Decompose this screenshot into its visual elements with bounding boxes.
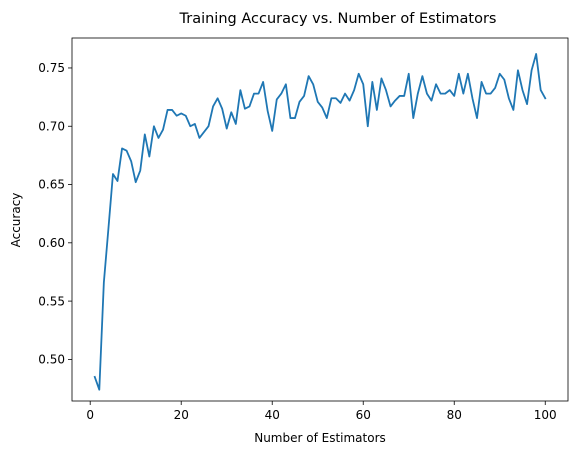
x-tick-label: 40 — [265, 408, 280, 422]
chart-title: Training Accuracy vs. Number of Estimato… — [179, 11, 497, 27]
x-tick-label: 0 — [86, 408, 94, 422]
x-tick-label: 100 — [534, 408, 557, 422]
y-tick-label: 0.55 — [38, 294, 65, 308]
x-axis: 0 20 40 60 80 100 — [86, 401, 557, 422]
x-tick-label: 80 — [447, 408, 462, 422]
y-axis: 0.50 0.55 0.60 0.65 0.70 0.75 — [38, 61, 72, 367]
y-tick-label: 0.70 — [38, 119, 65, 133]
plot-frame — [71, 37, 569, 402]
y-tick-label: 0.75 — [38, 61, 65, 75]
y-axis-label: Accuracy — [9, 193, 23, 248]
y-tick-label: 0.65 — [38, 178, 65, 192]
series-layer — [93, 53, 547, 391]
series-line — [93, 53, 547, 391]
plot-area — [71, 37, 569, 402]
x-tick-label: 20 — [174, 408, 189, 422]
x-axis-label: Number of Estimators — [254, 431, 386, 445]
y-tick-label: 0.60 — [38, 236, 65, 250]
x-tick-label: 60 — [356, 408, 371, 422]
y-tick-label: 0.50 — [38, 353, 65, 367]
